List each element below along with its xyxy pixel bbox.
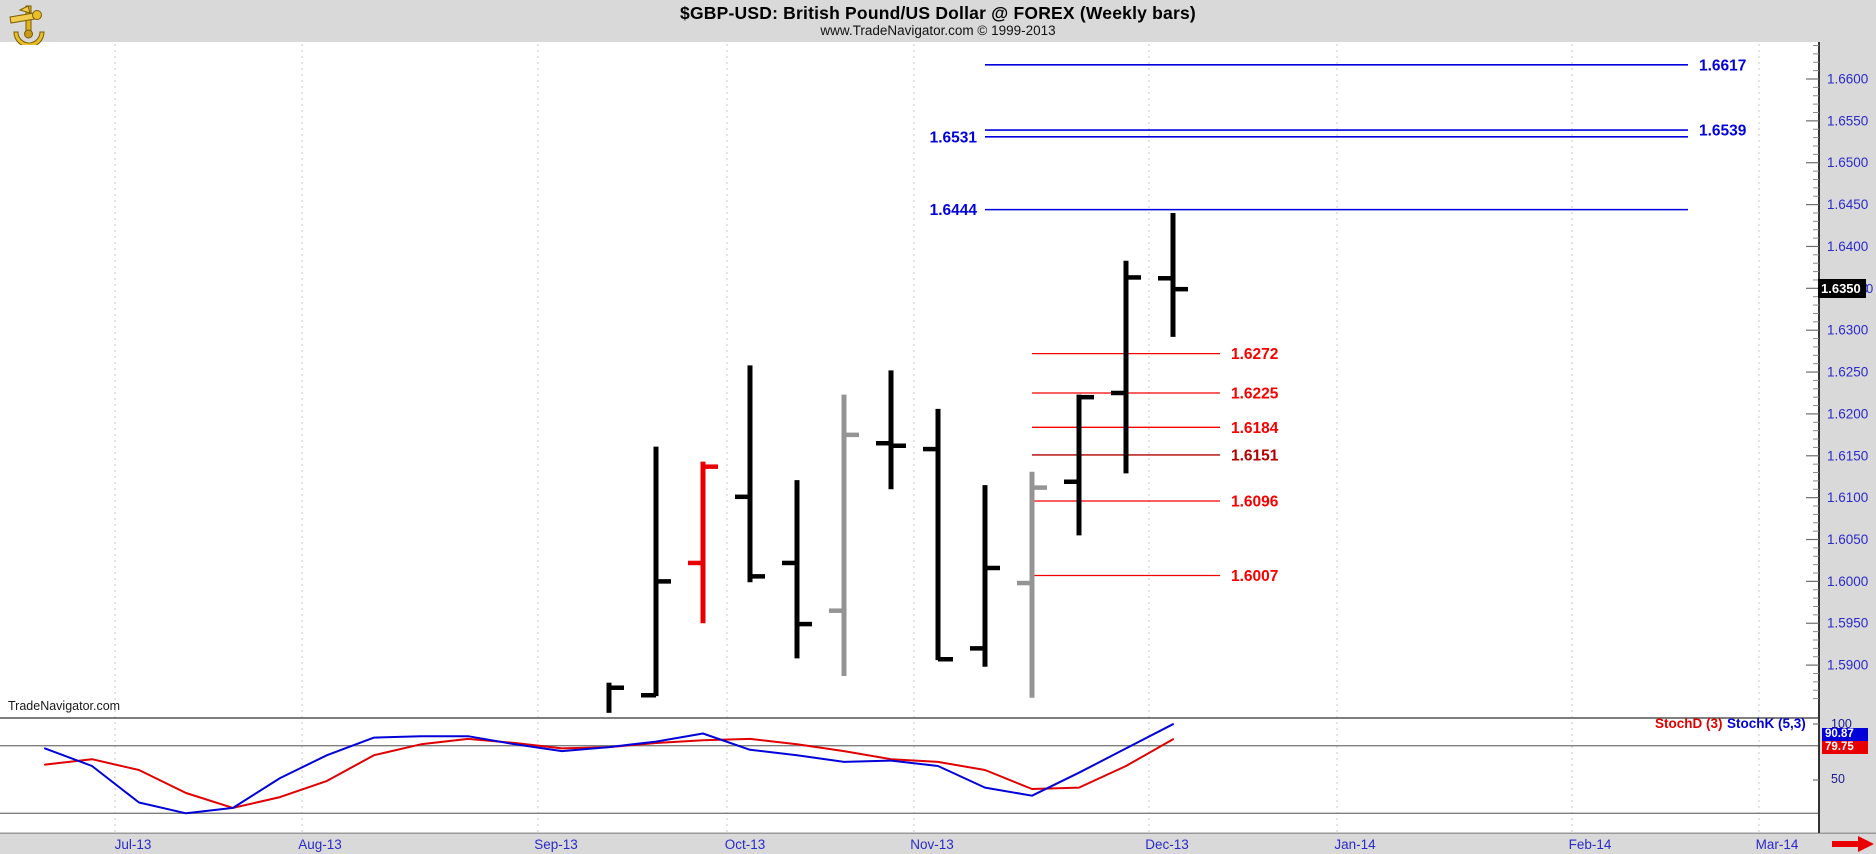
- chart-title: $GBP-USD: British Pound/US Dollar @ FORE…: [680, 3, 1196, 23]
- level-label: 1.6184: [1231, 420, 1279, 437]
- price-axis-label: 1.6250: [1827, 365, 1868, 380]
- ohlc-bar: [735, 365, 765, 583]
- watermark: TradeNavigator.com: [8, 699, 121, 713]
- axis-label-overhang: 0: [1866, 281, 1874, 296]
- price-axis-label: 1.6200: [1827, 406, 1868, 421]
- date-label: Mar-14: [1756, 837, 1799, 852]
- price-axis-label: 1.6450: [1827, 197, 1868, 212]
- ohlc-bar: [829, 394, 859, 676]
- level-label: 1.6007: [1231, 568, 1278, 585]
- date-label: Oct-13: [725, 837, 766, 852]
- current-price-tag: 1.6350: [1818, 279, 1866, 298]
- price-axis-label: 1.6500: [1827, 155, 1868, 170]
- price-axis-label: 1.6300: [1827, 323, 1868, 338]
- level-label: 1.6531: [930, 129, 978, 146]
- date-label: Dec-13: [1145, 837, 1189, 852]
- date-label: Jan-14: [1334, 837, 1376, 852]
- legend-stochd[interactable]: StochD (3): [1655, 716, 1723, 731]
- sextant-logo-icon: [9, 5, 45, 45]
- ohlc-bar: [688, 461, 718, 624]
- stochd-value-badge: 79.75: [1822, 741, 1868, 754]
- ohlc-bar: [923, 408, 953, 662]
- ohlc-bar: [876, 370, 906, 490]
- date-label: Jul-13: [115, 837, 152, 852]
- date-label: Feb-14: [1569, 837, 1612, 852]
- price-axis-strip: [1818, 42, 1876, 833]
- price-axis-label: 1.5900: [1827, 658, 1868, 673]
- price-axis-label: 1.6400: [1827, 239, 1868, 254]
- price-axis-label: 1.6150: [1827, 448, 1868, 463]
- ohlc-bar: [1158, 212, 1188, 337]
- chart-subtitle: www.TradeNavigator.com © 1999-2013: [820, 23, 1056, 38]
- ohlc-bar: [1017, 471, 1047, 698]
- level-label: 1.6272: [1231, 346, 1278, 363]
- stochd-curve: [44, 737, 1174, 809]
- price-axis-label: 1.6000: [1827, 574, 1868, 589]
- ohlc-bar: [970, 485, 1000, 667]
- level-label: 1.6225: [1231, 385, 1279, 402]
- ohlc-bar: [1064, 394, 1094, 536]
- level-label: 1.6617: [1699, 57, 1746, 74]
- ohlc-bar: [641, 446, 671, 698]
- scroll-right-arrow[interactable]: [1830, 834, 1876, 854]
- stochk-curve: [44, 723, 1174, 815]
- price-axis-label: 1.6600: [1827, 72, 1868, 87]
- price-axis-label: 1.6050: [1827, 532, 1868, 547]
- price-axis-label: 1.5950: [1827, 616, 1868, 631]
- stoch-axis-label-100: 100: [1831, 717, 1852, 731]
- level-label: 1.6444: [930, 202, 978, 219]
- ohlc-bar: [606, 682, 624, 713]
- ohlc-bar: [1111, 260, 1141, 474]
- level-label: 1.6539: [1699, 123, 1747, 140]
- stochk-value-badge: 90.87: [1822, 728, 1868, 741]
- price-axis-label: 1.6100: [1827, 490, 1868, 505]
- level-label: 1.6096: [1231, 493, 1279, 510]
- date-label: Nov-13: [910, 837, 954, 852]
- date-label: Sep-13: [534, 837, 578, 852]
- date-label: Aug-13: [298, 837, 342, 852]
- legend-stochk[interactable]: StochK (5,3): [1727, 716, 1806, 731]
- price-axis-label: 1.6550: [1827, 113, 1868, 128]
- stoch-axis-label-50: 50: [1831, 772, 1845, 786]
- level-label: 1.6151: [1231, 447, 1279, 464]
- chart-header-band: [0, 0, 1876, 42]
- ohlc-bar: [782, 480, 812, 659]
